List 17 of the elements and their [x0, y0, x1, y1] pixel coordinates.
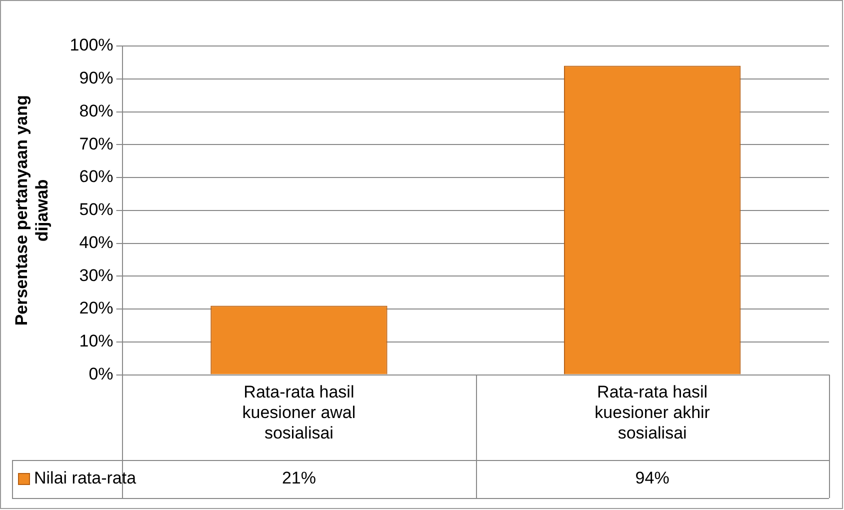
- y-tick-label: 20%: [79, 298, 114, 318]
- y-tick-label: 40%: [79, 232, 114, 252]
- x-tick-label: Rata-rata hasil kuesioner awal sosialisai: [242, 382, 356, 442]
- legend-label: Nilai rata-rata: [34, 468, 137, 488]
- y-tick-label: 90%: [79, 68, 114, 88]
- y-axis-title: Persentase pertanyaan yang dijawab: [12, 95, 52, 326]
- y-tick-label: 70%: [79, 134, 114, 154]
- y-tick-label: 50%: [79, 200, 114, 220]
- y-tick-label: 10%: [79, 332, 114, 351]
- y-tick-label: 30%: [79, 266, 114, 285]
- data-label: 21%: [282, 468, 316, 488]
- y-tick-label: 80%: [79, 101, 114, 120]
- y-tick-label: 60%: [79, 167, 114, 186]
- y-tick-label: 0%: [88, 364, 114, 384]
- x-tick-label: Rata-rata hasil kuesioner akhir sosialisai: [594, 382, 710, 442]
- y-tick-label: 100%: [70, 36, 114, 55]
- data-label: 94%: [635, 468, 670, 488]
